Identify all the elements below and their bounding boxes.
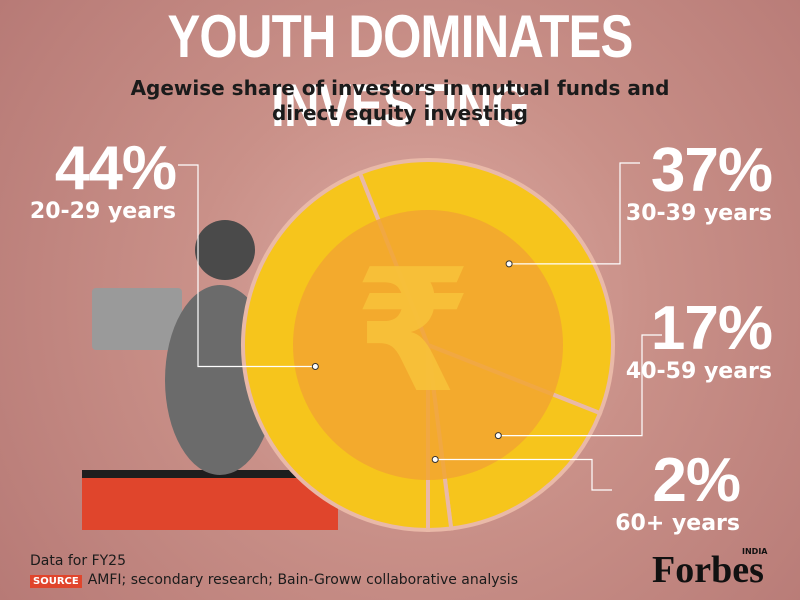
value-label: 44% <box>54 134 177 203</box>
slice-label: 17% 40-59 years <box>620 294 773 384</box>
person-head <box>195 220 255 280</box>
brand-sub: INDIA <box>742 547 768 556</box>
leader-line <box>178 164 316 368</box>
category-label: 60+ years <box>615 511 740 536</box>
slice-label: 44% 20-29 years <box>28 134 177 224</box>
leader-line <box>509 162 640 265</box>
chart-title: YOUTH DOMINATES INVESTING <box>167 3 633 139</box>
leader-dot <box>431 455 439 463</box>
slice-label: 2% 60+ years <box>560 446 741 536</box>
source-text: AMFI; secondary research; Bain-Groww col… <box>87 572 518 588</box>
source-tag: SOURCE <box>30 575 82 588</box>
decor-box-top <box>82 470 338 478</box>
category-label: 20-29 years <box>29 199 176 224</box>
category-label: 30-39 years <box>625 201 772 226</box>
leader-dot <box>494 432 502 440</box>
laptop <box>92 288 182 350</box>
decor-box <box>82 470 338 530</box>
brand: Forbes <box>652 549 764 591</box>
chart-subtitle: Agewise share of investors in mutual fun… <box>130 76 670 125</box>
slice-label: 37% 30-39 years <box>620 136 773 226</box>
value-label: 2% <box>652 446 741 515</box>
leader-line <box>498 334 662 437</box>
value-label: 37% <box>650 136 773 205</box>
source: SOURCE AMFI; secondary research; Bain-Gro… <box>30 572 518 588</box>
leader-dot <box>311 362 319 370</box>
value-label: 17% <box>650 294 773 363</box>
leader-dot <box>505 260 513 268</box>
leader-line <box>435 458 612 491</box>
rupee-symbol: ₹ <box>354 233 472 431</box>
category-label: 40-59 years <box>625 359 772 384</box>
note: Data for FY25 <box>30 553 126 569</box>
